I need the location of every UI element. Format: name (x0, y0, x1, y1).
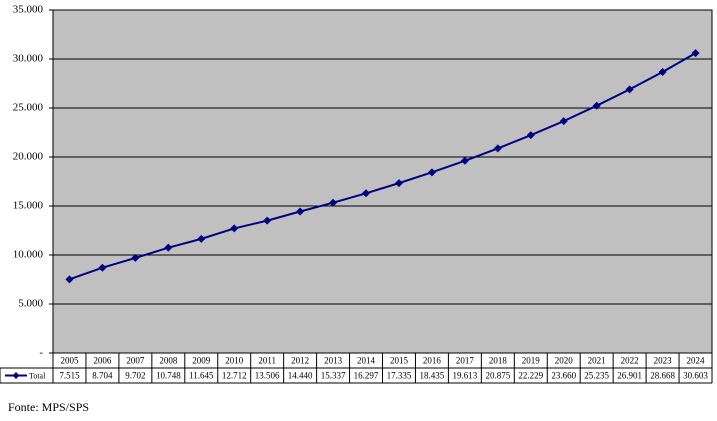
table-value: 20.875 (485, 371, 510, 381)
marker (493, 144, 502, 153)
table-value: 14.440 (288, 371, 313, 381)
y-tick-label: 30.000 (13, 53, 44, 65)
table-value: 19.613 (453, 371, 478, 381)
x-tick-label: 2013 (324, 356, 343, 366)
marker (164, 243, 173, 252)
x-tick-label: 2019 (522, 356, 541, 366)
marker (592, 101, 601, 110)
x-tick-label: 2020 (555, 356, 574, 366)
marker (526, 131, 535, 140)
x-tick-label: 2024 (687, 356, 706, 366)
table-value: 17.335 (387, 371, 412, 381)
marker (559, 117, 568, 126)
x-tick-label: 2011 (258, 356, 276, 366)
plot-area (52, 9, 713, 354)
y-tick-label: 10.000 (13, 249, 44, 261)
y-tick-label: - (39, 347, 43, 359)
x-tick-label: 2006 (93, 356, 112, 366)
x-tick-label: 2022 (621, 356, 639, 366)
table-value: 30.603 (683, 371, 708, 381)
x-tick-label: 2014 (357, 356, 376, 366)
source-note: Fonte: MPS/SPS (8, 400, 89, 414)
marker (65, 275, 74, 284)
y-tick-label: 35.000 (13, 4, 44, 16)
marker (460, 156, 469, 165)
x-tick-label: 2012 (291, 356, 309, 366)
x-tick-label: 2009 (192, 356, 211, 366)
table-value: 25.235 (584, 371, 609, 381)
x-tick-label: 2015 (390, 356, 409, 366)
y-tick-label: 15.000 (13, 200, 44, 212)
x-tick-label: 2010 (225, 356, 244, 366)
marker (131, 253, 140, 262)
table-value: 16.297 (354, 371, 379, 381)
x-tick-label: 2016 (423, 356, 442, 366)
marker (296, 207, 305, 216)
x-tick-label: 2021 (588, 356, 606, 366)
x-tick-label: 2007 (126, 356, 145, 366)
marker (263, 216, 272, 225)
table-value: 8.704 (92, 371, 113, 381)
table-value: 10.748 (156, 371, 181, 381)
x-tick-label: 2008 (159, 356, 178, 366)
marker (230, 224, 239, 233)
table-value: 12.712 (222, 371, 247, 381)
table-value: 11.645 (189, 371, 214, 381)
table-value: 22.229 (518, 371, 543, 381)
marker (197, 234, 206, 243)
legend-marker (12, 372, 20, 379)
y-tick-label: 20.000 (13, 151, 44, 163)
table-value: 26.901 (617, 371, 642, 381)
table-value: 9.702 (125, 371, 145, 381)
marker (394, 179, 403, 188)
y-tick-label: 5.000 (18, 298, 43, 310)
x-tick-label: 2017 (456, 356, 475, 366)
table-value: 18.435 (420, 371, 445, 381)
marker (658, 68, 667, 77)
marker (625, 85, 634, 94)
table-value: 23.660 (551, 371, 576, 381)
marker (427, 168, 436, 177)
marker (329, 198, 338, 207)
line (69, 52, 697, 281)
marker (691, 49, 700, 58)
x-tick-label: 2023 (654, 356, 673, 366)
x-tick-label: 2018 (489, 356, 508, 366)
x-tick-label: 2005 (60, 356, 79, 366)
table-value: 7.515 (59, 371, 80, 381)
table-value: 13.506 (255, 371, 280, 381)
y-tick-label: 25.000 (13, 102, 44, 114)
legend-label: Total (29, 371, 46, 380)
table-value: 15.337 (321, 371, 346, 381)
marker (362, 189, 371, 198)
table-value: 28.668 (650, 371, 675, 381)
marker (98, 263, 107, 272)
